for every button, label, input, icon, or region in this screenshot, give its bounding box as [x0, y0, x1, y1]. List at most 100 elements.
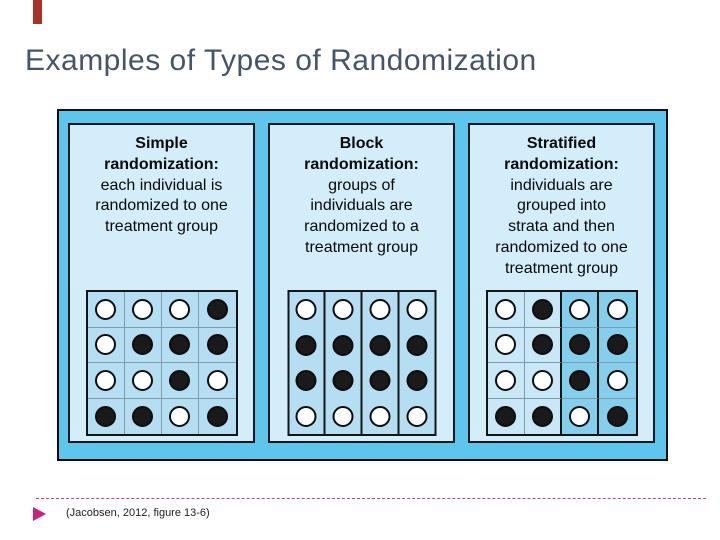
- circle-filled: [206, 405, 228, 427]
- footer-dashed-divider: [36, 498, 706, 499]
- red-accent-bar: [33, 0, 42, 24]
- grid-cell: [487, 292, 525, 328]
- grid-cell: [198, 292, 236, 328]
- panel-body-line: randomized to a: [304, 218, 419, 236]
- grid-wrapper: [485, 290, 638, 436]
- panel-heading-line: Simple: [135, 135, 188, 152]
- circle-empty: [95, 334, 116, 356]
- circle-empty: [132, 298, 153, 320]
- block-column: [363, 292, 400, 434]
- grid-cell: [524, 363, 562, 399]
- panel-body-line: treatment group: [505, 259, 618, 277]
- grid-wrapper: [287, 290, 436, 436]
- panel-body-line: strata and then: [508, 218, 615, 236]
- panel-body-line: groups of: [328, 176, 395, 194]
- grid-cell: [87, 327, 125, 363]
- grid-cell: [124, 327, 162, 363]
- panel-body-line: randomized to one: [95, 197, 228, 215]
- circle-empty: [606, 298, 628, 320]
- panel-body-line: randomized to one: [495, 238, 628, 256]
- circle-filled: [568, 334, 590, 356]
- block-column: [289, 292, 326, 434]
- play-triangle-icon: [33, 507, 46, 521]
- circle-empty: [95, 369, 116, 391]
- circle-filled: [369, 334, 391, 356]
- panel-text: Simple randomization: each individual is…: [70, 134, 253, 238]
- grid-cell: [124, 292, 162, 328]
- panel-heading-line: randomization:: [104, 155, 219, 173]
- grid-cell: [598, 363, 636, 399]
- grid-cell: [524, 292, 562, 328]
- grid-cell: [161, 292, 199, 328]
- circle-empty: [606, 369, 628, 391]
- circle-empty: [369, 405, 391, 427]
- grid-cell: [124, 363, 162, 399]
- block-randomization-grid: [287, 290, 436, 436]
- block-column: [399, 292, 434, 434]
- circle-empty: [206, 369, 228, 391]
- grid-cell: [487, 327, 525, 363]
- grid-cell: [87, 363, 125, 399]
- circle-filled: [531, 298, 553, 320]
- circle-filled: [406, 370, 428, 392]
- grid-cell: [598, 292, 636, 328]
- grid-cell: [561, 327, 599, 363]
- grid-cell: [198, 363, 236, 399]
- grid-cell: [561, 363, 599, 399]
- circle-empty: [495, 369, 516, 391]
- panel-body-line: treatment group: [305, 238, 418, 256]
- circle-filled: [606, 405, 628, 427]
- panel-body-line: each individual is: [100, 176, 223, 194]
- grid-cell: [198, 327, 236, 363]
- circle-filled: [95, 405, 116, 427]
- grid-wrapper: [85, 290, 238, 436]
- circle-filled: [132, 334, 153, 356]
- circle-filled: [606, 334, 628, 356]
- panel-heading-line: Block: [339, 135, 384, 152]
- panel-body-line: treatment group: [105, 218, 218, 236]
- panel-text: Block randomization: groups of individua…: [270, 134, 453, 259]
- circle-empty: [332, 299, 354, 321]
- circle-filled: [206, 334, 228, 356]
- circle-filled: [206, 298, 228, 320]
- panel-heading-line: randomization:: [504, 155, 619, 173]
- citation-text: (Jacobsen, 2012, figure 13-6): [66, 507, 210, 519]
- panel-body-line: individuals are: [510, 176, 613, 194]
- grid-cell: [87, 292, 125, 328]
- grid-cell: [487, 398, 525, 434]
- grid-cell: [161, 363, 199, 399]
- circle-empty: [295, 299, 317, 321]
- circle-filled: [332, 370, 354, 392]
- circle-filled: [568, 369, 590, 391]
- panel-body-line: individuals are: [310, 197, 413, 215]
- circle-empty: [495, 334, 516, 356]
- grid-cell: [487, 363, 525, 399]
- circle-empty: [132, 369, 153, 391]
- panel-block-randomization: Block randomization: groups of individua…: [268, 123, 455, 443]
- panel-heading-line: Stratified: [526, 135, 597, 152]
- circle-filled: [132, 405, 153, 427]
- block-column: [326, 292, 363, 434]
- grid-cell: [87, 398, 125, 434]
- panel-simple-randomization: Simple randomization: each individual is…: [68, 123, 255, 443]
- circle-empty: [95, 298, 116, 320]
- circle-filled: [169, 369, 190, 391]
- circle-empty: [295, 405, 317, 427]
- circle-filled: [169, 334, 190, 356]
- grid-cell: [124, 398, 162, 434]
- panel-body-line: grouped into: [517, 197, 606, 215]
- slide-title: Examples of Types of Randomization: [25, 44, 537, 77]
- circle-empty: [332, 405, 354, 427]
- grid-cell: [524, 398, 562, 434]
- circle-empty: [406, 299, 428, 321]
- circle-filled: [531, 405, 553, 427]
- grid-cell: [161, 398, 199, 434]
- grid-cell: [161, 327, 199, 363]
- circle-filled: [332, 334, 354, 356]
- panel-text: Stratified randomization: individuals ar…: [470, 134, 653, 280]
- panel-heading-line: randomization:: [304, 155, 419, 173]
- circle-filled: [295, 334, 317, 356]
- simple-randomization-grid: [85, 290, 238, 436]
- circle-empty: [531, 369, 553, 391]
